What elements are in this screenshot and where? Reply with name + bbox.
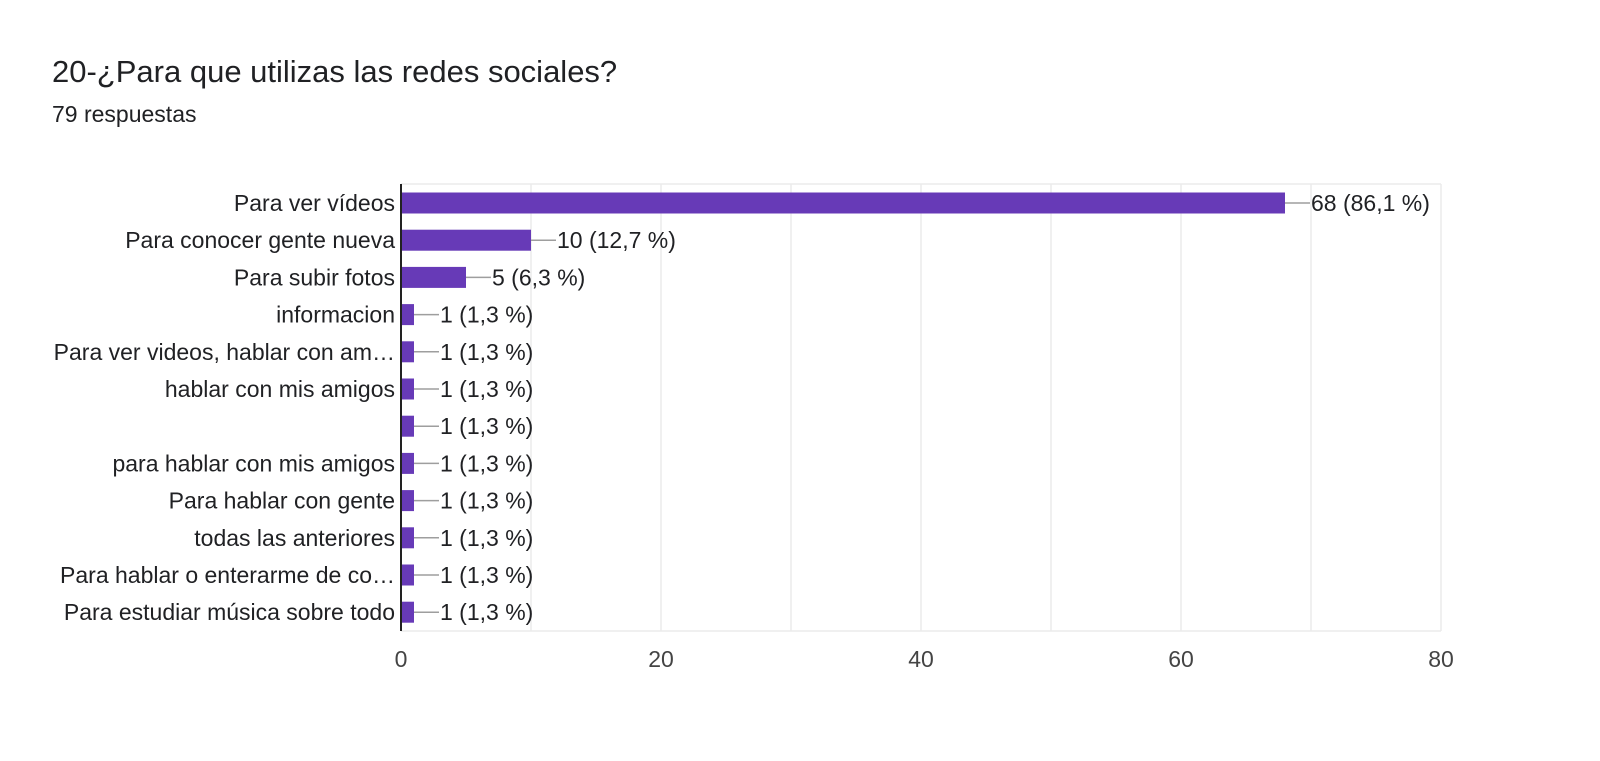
bar[interactable] (401, 490, 414, 512)
bar[interactable] (401, 341, 414, 363)
category-label: Para subir fotos (234, 264, 395, 290)
chart-header: 20-¿Para que utilizas las redes sociales… (52, 52, 617, 128)
bar[interactable] (401, 527, 414, 549)
data-label: 10 (12,7 %) (557, 227, 676, 253)
data-label: 1 (1,3 %) (440, 302, 533, 328)
data-label: 1 (1,3 %) (440, 413, 533, 439)
category-label: Para conocer gente nueva (125, 227, 395, 253)
bar[interactable] (401, 452, 414, 474)
category-label: todas las anteriores (194, 525, 395, 551)
bar[interactable] (401, 378, 414, 400)
data-label: 1 (1,3 %) (440, 376, 533, 402)
response-count: 79 respuestas (52, 101, 197, 127)
x-tick-label: 20 (648, 646, 674, 672)
bar[interactable] (401, 192, 1285, 214)
category-label: Para hablar o enterarme de co… (60, 562, 395, 588)
category-label: Para ver vídeos (234, 190, 395, 216)
x-tick-label: 0 (395, 646, 408, 672)
data-label: 1 (1,3 %) (440, 488, 533, 514)
category-label: para hablar con mis amigos (112, 450, 395, 476)
data-label: 5 (6,3 %) (492, 264, 585, 290)
bar[interactable] (401, 266, 466, 288)
x-tick-label: 40 (908, 646, 934, 672)
data-label: 1 (1,3 %) (440, 562, 533, 588)
data-label: 1 (1,3 %) (440, 525, 533, 551)
x-tick-label: 60 (1168, 646, 1194, 672)
data-label: 1 (1,3 %) (440, 339, 533, 365)
bar[interactable] (401, 415, 414, 437)
x-tick-label: 80 (1428, 646, 1454, 672)
data-label: 1 (1,3 %) (440, 599, 533, 625)
bar[interactable] (401, 304, 414, 326)
category-label: Para ver videos, hablar con am… (54, 339, 395, 365)
category-label: informacion (276, 302, 395, 328)
category-label: Para estudiar música sobre todo (64, 599, 395, 625)
category-label: Para hablar con gente (169, 488, 395, 514)
bar[interactable] (401, 229, 531, 251)
data-label: 1 (1,3 %) (440, 450, 533, 476)
category-label: hablar con mis amigos (165, 376, 395, 402)
bar[interactable] (401, 601, 414, 623)
data-label: 68 (86,1 %) (1311, 190, 1430, 216)
chart-title: 20-¿Para que utilizas las redes sociales… (52, 54, 618, 89)
bar[interactable] (401, 564, 414, 586)
